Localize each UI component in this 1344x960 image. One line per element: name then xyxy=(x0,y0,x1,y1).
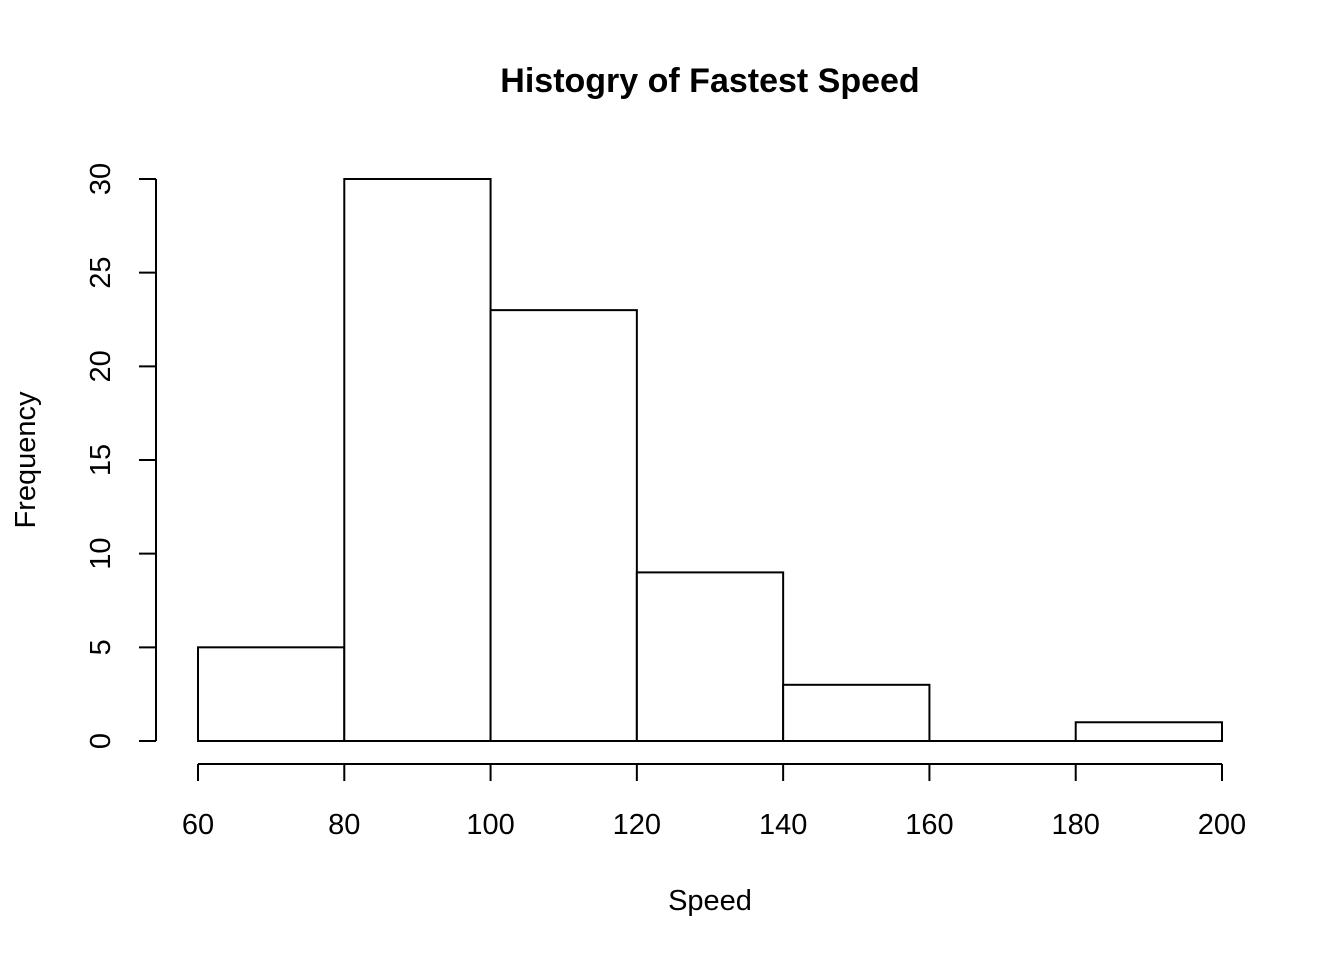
x-tick-label: 140 xyxy=(759,809,807,841)
x-tick-label: 180 xyxy=(1052,809,1100,841)
x-tick-label: 160 xyxy=(905,809,953,841)
histogram-bar-120-140 xyxy=(635,571,785,743)
x-axis: 60 80 100 120 140 160 180 200 xyxy=(182,763,1246,841)
x-tick-label: 100 xyxy=(466,809,514,841)
y-tick-label: 10 xyxy=(85,538,117,570)
y-axis-label: Frequency xyxy=(10,391,42,529)
x-tick-label: 60 xyxy=(182,809,214,841)
y-tick-label: 15 xyxy=(85,444,117,476)
y-tick-label: 30 xyxy=(85,163,117,195)
x-tick-label: 80 xyxy=(328,809,360,841)
y-tick-label: 0 xyxy=(85,733,117,749)
y-tick-label: 5 xyxy=(85,639,117,655)
histogram-bar-180-200 xyxy=(1074,721,1223,742)
y-tick-label: 20 xyxy=(85,350,117,382)
y-axis: 0 5 10 15 20 25 30 xyxy=(85,163,157,749)
histogram-bar-100-120 xyxy=(489,309,638,742)
x-tick-label: 120 xyxy=(613,809,661,841)
histogram-bar-80-100 xyxy=(343,178,492,742)
histogram-bar-60-80 xyxy=(197,646,346,742)
y-tick-label: 25 xyxy=(85,257,117,289)
x-axis-label: Speed xyxy=(668,885,752,917)
histogram-bar-140-160 xyxy=(782,683,931,742)
x-tick-label: 200 xyxy=(1198,809,1246,841)
chart-title: Histogry of Fastest Speed xyxy=(500,62,919,100)
bars-group xyxy=(197,178,1223,743)
